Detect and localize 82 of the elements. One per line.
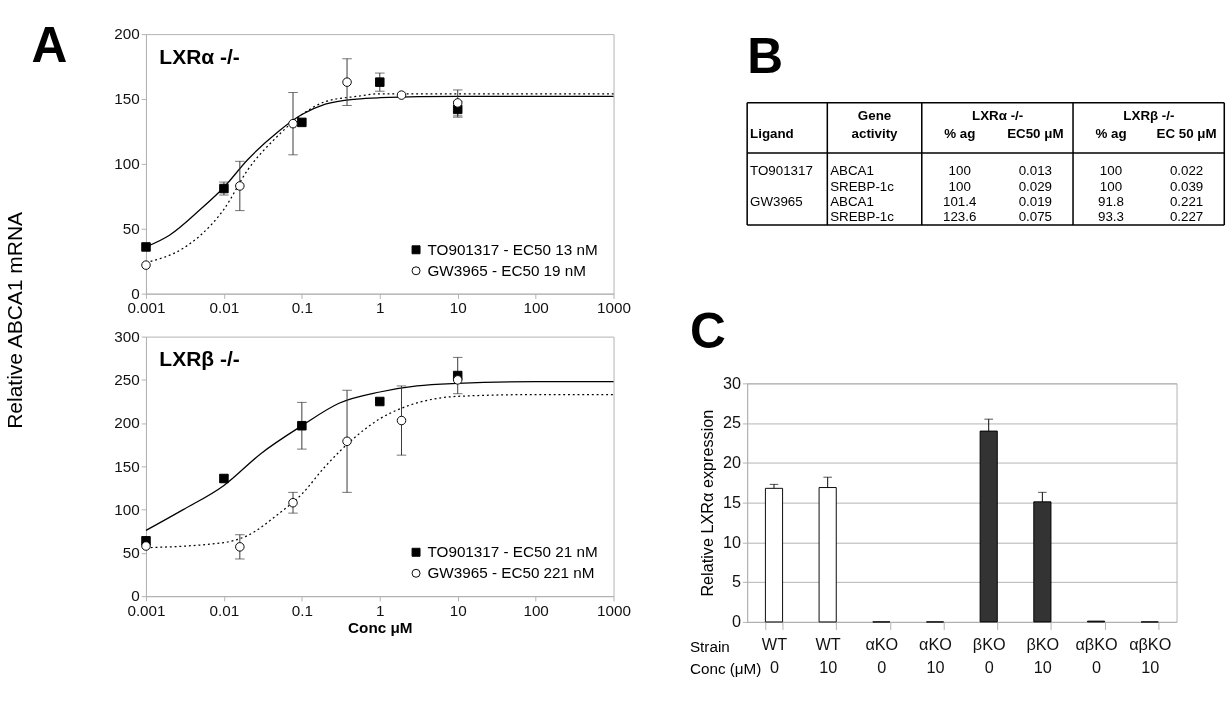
y-tick-label: 200: [114, 414, 140, 432]
text: GW3965: [750, 193, 803, 209]
text: ABCA1: [830, 163, 874, 179]
x-tick-label: 0.1: [291, 299, 313, 317]
x-tick-label: 0.01: [209, 601, 240, 619]
text: 0.221: [1169, 193, 1204, 209]
x-tick-label: βKO 10: [1026, 635, 1060, 676]
text: LXRα -/-: [972, 108, 1024, 124]
x-axis-title: Strain Conc (μM): [689, 637, 762, 678]
text: 93.3: [1097, 209, 1124, 225]
x-tick-label: αKO 0: [865, 635, 899, 676]
y-tick-label: 20: [722, 453, 741, 472]
x-tick-label: 10: [449, 601, 467, 619]
text: A: [31, 16, 68, 73]
x-tick-label: 1: [376, 601, 385, 619]
text: 0.029: [1018, 178, 1053, 194]
x-tick-label: WT 0: [761, 635, 788, 676]
legend-label: TO901317 - EC50 13 nM: [427, 240, 598, 258]
y-tick-label: 0: [731, 612, 741, 631]
text: 0.019: [1018, 193, 1053, 209]
text: SREBP-1c: [830, 209, 894, 225]
x-axis-title: Conc μM: [348, 618, 413, 636]
y-tick-label: 30: [722, 373, 741, 392]
text: 91.8: [1097, 193, 1124, 209]
x-tick-label: αβKO 0: [1075, 635, 1118, 676]
legend-label: GW3965 - EC50 221 nM: [427, 564, 595, 582]
text: 0.022: [1169, 163, 1204, 179]
text: ABCA1: [830, 193, 874, 209]
text: LXRβ -/-: [1123, 108, 1175, 124]
category-label: % ag: [944, 126, 976, 142]
text: 101.4: [943, 193, 977, 209]
y-tick-label: 250: [114, 371, 140, 389]
y-tick-label: 150: [114, 457, 140, 475]
x-tick-label: 0.1: [291, 601, 313, 619]
y-tick-label: 50: [122, 220, 140, 238]
y-tick-label: 5: [731, 572, 741, 591]
text: 123.6: [943, 209, 977, 225]
text: 0.075: [1018, 209, 1053, 225]
x-tick-label: 1: [376, 299, 385, 317]
text: LXRα -/-: [159, 44, 240, 68]
x-tick-label: 1000: [597, 299, 632, 317]
y-tick-label: 100: [114, 500, 140, 518]
y-tick-label: 15: [722, 492, 741, 511]
y-tick-label: 25: [722, 413, 741, 432]
x-tick-label: αKO 10: [919, 635, 952, 676]
y-tick-label: 150: [114, 90, 140, 108]
x-tick-label: αβKO 10: [1129, 635, 1172, 676]
legend-label: GW3965 - EC50 19 nM: [427, 261, 587, 279]
category-label: Ligand: [750, 126, 794, 142]
category-label: % ag: [1095, 126, 1127, 142]
y-axis-title: Relative ABCA1 mRNA: [2, 211, 26, 429]
x-tick-label: 1000: [597, 601, 632, 619]
text: B: [747, 28, 783, 85]
text: 0.227: [1169, 209, 1204, 225]
y-tick-label: 0: [131, 284, 140, 302]
y-tick-label: 10: [722, 532, 741, 551]
text: 100: [1099, 163, 1123, 179]
text: 100: [1099, 178, 1123, 194]
y-axis-title: Relative LXRα expression: [698, 409, 717, 597]
legend-label: TO901317 - EC50 21 nM: [427, 543, 598, 561]
text: SREBP-1c: [830, 178, 894, 194]
text: 100: [948, 178, 971, 194]
x-tick-label: 0.001: [127, 299, 166, 317]
y-tick-label: 50: [122, 544, 140, 562]
text: LXRβ -/-: [159, 347, 240, 371]
x-tick-label: 10: [449, 299, 467, 317]
category-label: EC 50 μM: [1156, 126, 1217, 142]
x-tick-label: 100: [523, 601, 549, 619]
category-label: Gene activity: [851, 108, 899, 142]
text: C: [689, 303, 726, 360]
text: 0.013: [1018, 163, 1053, 179]
y-tick-label: 100: [114, 155, 140, 173]
y-tick-label: 200: [114, 25, 140, 43]
x-tick-label: WT 10: [815, 635, 841, 676]
text: 100: [948, 163, 971, 179]
x-tick-label: 0.01: [209, 299, 240, 317]
text: 0.039: [1169, 178, 1204, 194]
text: TO901317: [750, 163, 813, 179]
x-tick-label: 100: [523, 299, 549, 317]
x-tick-label: βKO 0: [972, 635, 1006, 676]
category-label: EC50 μM: [1007, 126, 1064, 142]
y-tick-label: 300: [114, 327, 140, 345]
